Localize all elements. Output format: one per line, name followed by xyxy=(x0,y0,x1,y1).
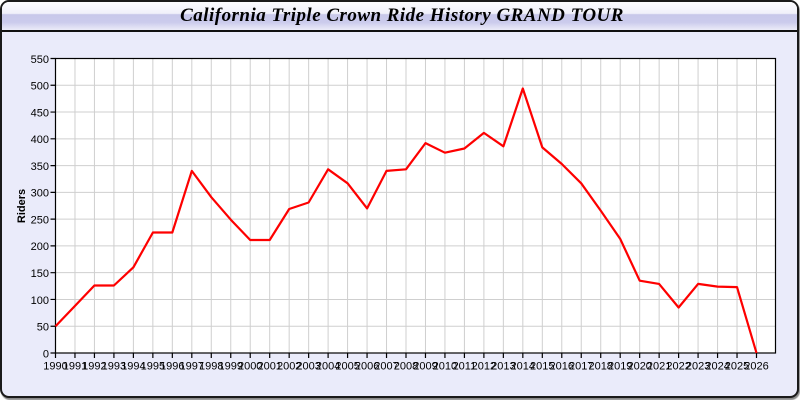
svg-text:500: 500 xyxy=(31,81,49,93)
svg-text:1996: 1996 xyxy=(160,361,184,373)
svg-text:2013: 2013 xyxy=(491,361,515,373)
svg-text:1997: 1997 xyxy=(180,361,204,373)
svg-text:2022: 2022 xyxy=(666,361,690,373)
svg-text:2016: 2016 xyxy=(550,361,574,373)
svg-text:150: 150 xyxy=(31,268,49,280)
svg-text:2026: 2026 xyxy=(744,361,768,373)
svg-text:1998: 1998 xyxy=(199,361,223,373)
svg-text:2011: 2011 xyxy=(453,361,477,373)
svg-text:2010: 2010 xyxy=(433,361,457,373)
svg-text:2000: 2000 xyxy=(238,361,262,373)
svg-text:1995: 1995 xyxy=(141,361,165,373)
svg-text:550: 550 xyxy=(31,54,49,66)
svg-text:1991: 1991 xyxy=(63,361,87,373)
svg-text:1993: 1993 xyxy=(102,361,126,373)
svg-text:300: 300 xyxy=(31,188,49,200)
svg-text:2003: 2003 xyxy=(296,361,320,373)
svg-text:2009: 2009 xyxy=(413,361,437,373)
svg-text:Riders: Riders xyxy=(16,189,28,223)
svg-text:2024: 2024 xyxy=(705,361,729,373)
svg-text:2017: 2017 xyxy=(569,361,593,373)
svg-text:1990: 1990 xyxy=(43,361,67,373)
svg-text:400: 400 xyxy=(31,134,49,146)
svg-text:450: 450 xyxy=(31,107,49,119)
svg-text:100: 100 xyxy=(31,295,49,307)
svg-text:2023: 2023 xyxy=(686,361,710,373)
svg-text:2019: 2019 xyxy=(608,361,632,373)
svg-text:2002: 2002 xyxy=(277,361,301,373)
svg-text:250: 250 xyxy=(31,214,49,226)
svg-text:200: 200 xyxy=(31,241,49,253)
svg-text:50: 50 xyxy=(37,322,49,334)
svg-text:1994: 1994 xyxy=(121,361,145,373)
svg-text:2015: 2015 xyxy=(530,361,554,373)
svg-text:2020: 2020 xyxy=(627,361,651,373)
svg-text:2007: 2007 xyxy=(374,361,398,373)
svg-text:0: 0 xyxy=(43,348,49,360)
svg-text:2004: 2004 xyxy=(316,361,340,373)
svg-text:2012: 2012 xyxy=(472,361,496,373)
svg-text:2025: 2025 xyxy=(725,361,749,373)
svg-text:2014: 2014 xyxy=(511,361,535,373)
svg-text:1992: 1992 xyxy=(82,361,106,373)
svg-text:2021: 2021 xyxy=(647,361,671,373)
svg-text:1999: 1999 xyxy=(219,361,243,373)
svg-text:2006: 2006 xyxy=(355,361,379,373)
svg-text:2008: 2008 xyxy=(394,361,418,373)
svg-text:350: 350 xyxy=(31,161,49,173)
svg-text:2001: 2001 xyxy=(257,361,281,373)
svg-text:2005: 2005 xyxy=(335,361,359,373)
svg-text:2018: 2018 xyxy=(588,361,612,373)
